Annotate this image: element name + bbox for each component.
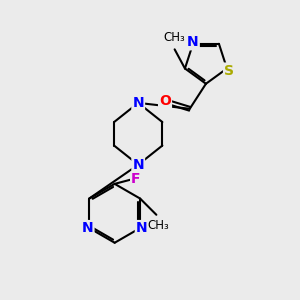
Text: O: O	[159, 94, 171, 108]
Text: CH₃: CH₃	[147, 219, 169, 232]
Text: F: F	[131, 172, 141, 186]
Text: S: S	[224, 64, 234, 78]
Text: CH₃: CH₃	[164, 31, 185, 44]
Text: N: N	[82, 221, 94, 235]
Text: N: N	[132, 96, 144, 110]
Text: N: N	[187, 35, 199, 49]
Text: N: N	[136, 221, 148, 235]
Text: N: N	[132, 158, 144, 172]
